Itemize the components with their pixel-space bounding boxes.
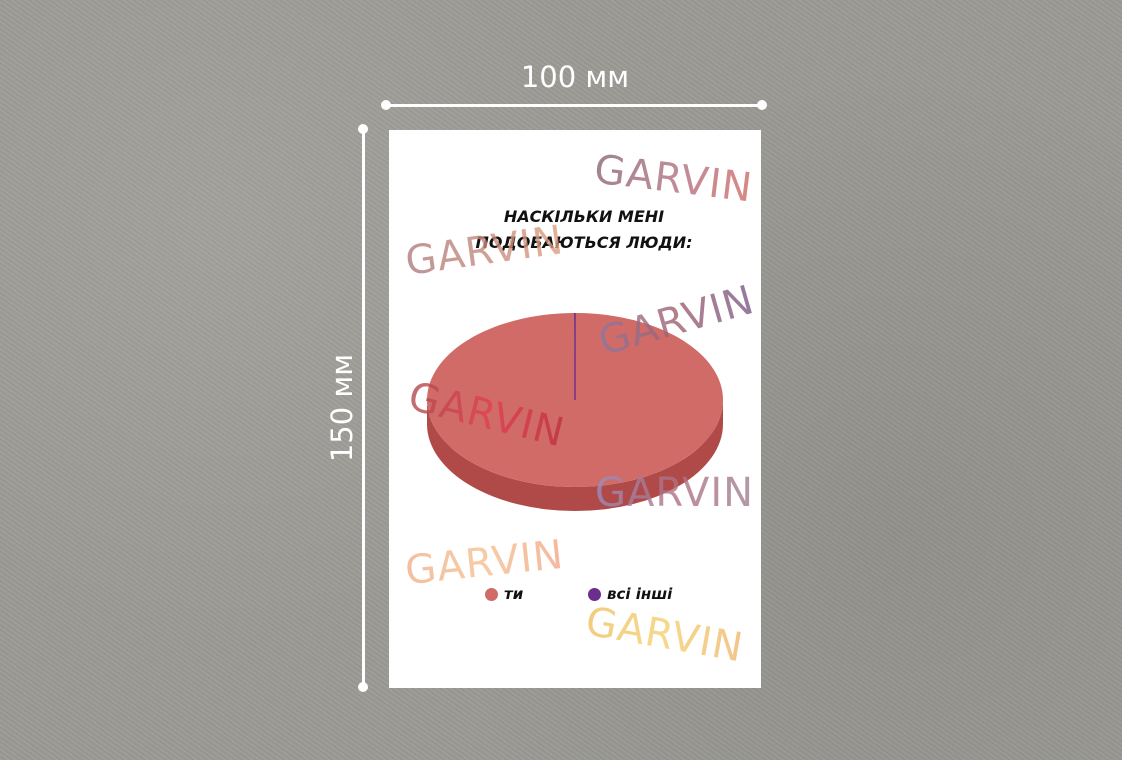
width-dimension-line	[386, 104, 762, 107]
height-dimension-line	[362, 129, 365, 687]
pie-chart	[427, 313, 724, 511]
width-dimension-start-dot	[381, 100, 391, 110]
width-dimension-label: 100 мм	[520, 60, 630, 94]
chart-title: НАСКІЛЬКИ МЕНІ ПОДОБАЮТЬСЯ ЛЮДИ:	[449, 204, 719, 256]
watermark-text: GARVIN	[595, 470, 755, 516]
pie-top	[427, 313, 724, 487]
width-dimension-end-dot	[757, 100, 767, 110]
pie-slice-side	[427, 400, 723, 511]
height-dimension-start-dot	[358, 124, 368, 134]
legend-swatch-others	[588, 587, 601, 601]
legend-swatch-you	[485, 587, 498, 601]
chart-title-line-2: ПОДОБАЮТЬСЯ ЛЮДИ:	[475, 233, 693, 252]
legend-label-others: всі інші	[607, 585, 673, 603]
chart-title-line-1: НАСКІЛЬКИ МЕНІ	[503, 207, 665, 226]
chart-legend: ти всі інші	[485, 585, 745, 609]
poster-card: НАСКІЛЬКИ МЕНІ ПОДОБАЮТЬСЯ ЛЮДИ: ти всі …	[389, 130, 761, 688]
legend-label-you: ти	[504, 585, 524, 603]
height-dimension-label: 150 мм	[325, 353, 359, 463]
legend-item-you: ти	[485, 585, 523, 603]
legend-item-others: всі інші	[588, 585, 672, 603]
height-dimension-end-dot	[358, 682, 368, 692]
pie-side	[427, 400, 723, 511]
